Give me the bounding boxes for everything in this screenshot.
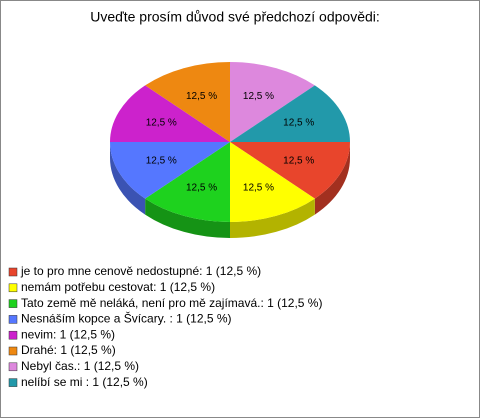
data-label: 12,5 % (146, 156, 177, 167)
data-label: 12,5 % (283, 156, 314, 167)
data-label: 12,5 % (146, 118, 177, 129)
legend-label: Tato země mě neláká, není pro mě zajímav… (21, 296, 322, 310)
legend-label: Drahé: 1 (12,5 %) (21, 343, 116, 357)
slice-side (314, 142, 350, 215)
data-label: 12,5 % (186, 91, 217, 102)
legend-swatch (8, 315, 18, 324)
legend-label: nelíbí se mi : 1 (12,5 %) (21, 375, 148, 389)
data-label: 12,5 % (186, 182, 217, 193)
slice (145, 142, 230, 222)
slice (110, 85, 230, 142)
slice (145, 62, 230, 142)
data-label: 12,5 % (243, 91, 274, 102)
slice (230, 85, 350, 142)
legend-label: Nesnáším kopce a Švícary. : 1 (12,5 %) (21, 311, 232, 326)
slice (230, 142, 350, 199)
slice-side (110, 142, 146, 215)
slice-side (145, 198, 230, 238)
legend-swatch (8, 283, 18, 293)
legend-label: nemám potřebu cestovat: 1 (12,5 %) (21, 280, 215, 294)
legend-swatch (8, 362, 18, 372)
legend-swatch (8, 346, 18, 356)
legend-label: je to pro mne cenově nedostupné: 1 (12,5… (20, 264, 261, 278)
legend-label: nevim: 1 (12,5 %) (21, 327, 115, 341)
slice (110, 142, 230, 199)
slice (230, 62, 315, 142)
slice (230, 142, 315, 222)
slice-side (230, 198, 315, 239)
legend-label: Nebyl čas.: 1 (12,5 %) (21, 359, 139, 373)
chart-title: Uveďte prosím důvod své předchozí odpově… (90, 9, 380, 25)
data-label: 12,5 % (243, 182, 274, 193)
data-label: 12,5 % (283, 118, 314, 129)
legend-swatch (8, 330, 18, 340)
legend-swatch (8, 299, 18, 308)
legend-swatch (8, 267, 18, 277)
legend-swatch (8, 378, 18, 387)
